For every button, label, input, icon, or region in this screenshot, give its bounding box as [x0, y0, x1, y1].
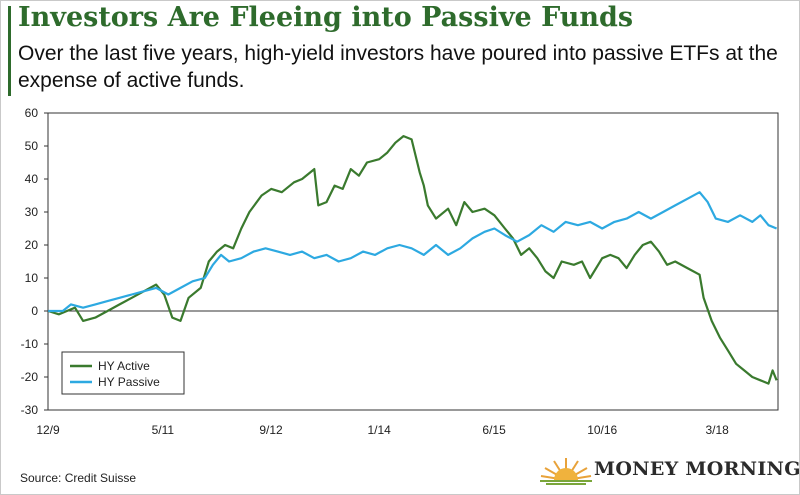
brand-name: MONEY MORNING	[594, 458, 800, 480]
brand-logo: MONEY MORNING	[538, 452, 800, 486]
legend-label: HY Active	[98, 359, 150, 373]
series-line-hy-passive	[48, 191, 778, 313]
y-tick-label: 40	[25, 172, 39, 186]
y-tick-label: 0	[31, 304, 38, 318]
title-accent-bar	[8, 6, 11, 96]
y-tick-label: 30	[25, 205, 39, 219]
y-tick-label: 50	[25, 139, 39, 153]
y-tick-label: 20	[25, 238, 39, 252]
x-tick-label: 9/12	[259, 423, 283, 437]
sunrise-icon	[540, 458, 592, 485]
x-tick-label: 5/11	[152, 423, 175, 437]
chart-subtitle: Over the last five years, high-yield inv…	[18, 42, 778, 92]
y-tick-label: -30	[21, 403, 39, 417]
y-tick-label: -20	[21, 370, 39, 384]
plot-area	[47, 112, 779, 411]
chart-title: Investors Are Fleeing into Passive Funds	[18, 2, 634, 33]
y-tick-label: 60	[25, 106, 39, 120]
legend-label: HY Passive	[98, 375, 160, 389]
x-tick-label: 1/14	[367, 423, 391, 437]
x-tick-label: 6/15	[482, 423, 506, 437]
source-note: Source: Credit Suisse	[20, 471, 137, 485]
x-tick-label: 12/9	[36, 423, 60, 437]
y-tick-label: 10	[25, 271, 39, 285]
x-tick-label: 10/16	[587, 423, 617, 437]
x-tick-label: 3/18	[705, 423, 729, 437]
series-line-hy-active	[47, 135, 778, 385]
legend	[61, 351, 185, 395]
y-tick-label: -10	[21, 337, 39, 351]
